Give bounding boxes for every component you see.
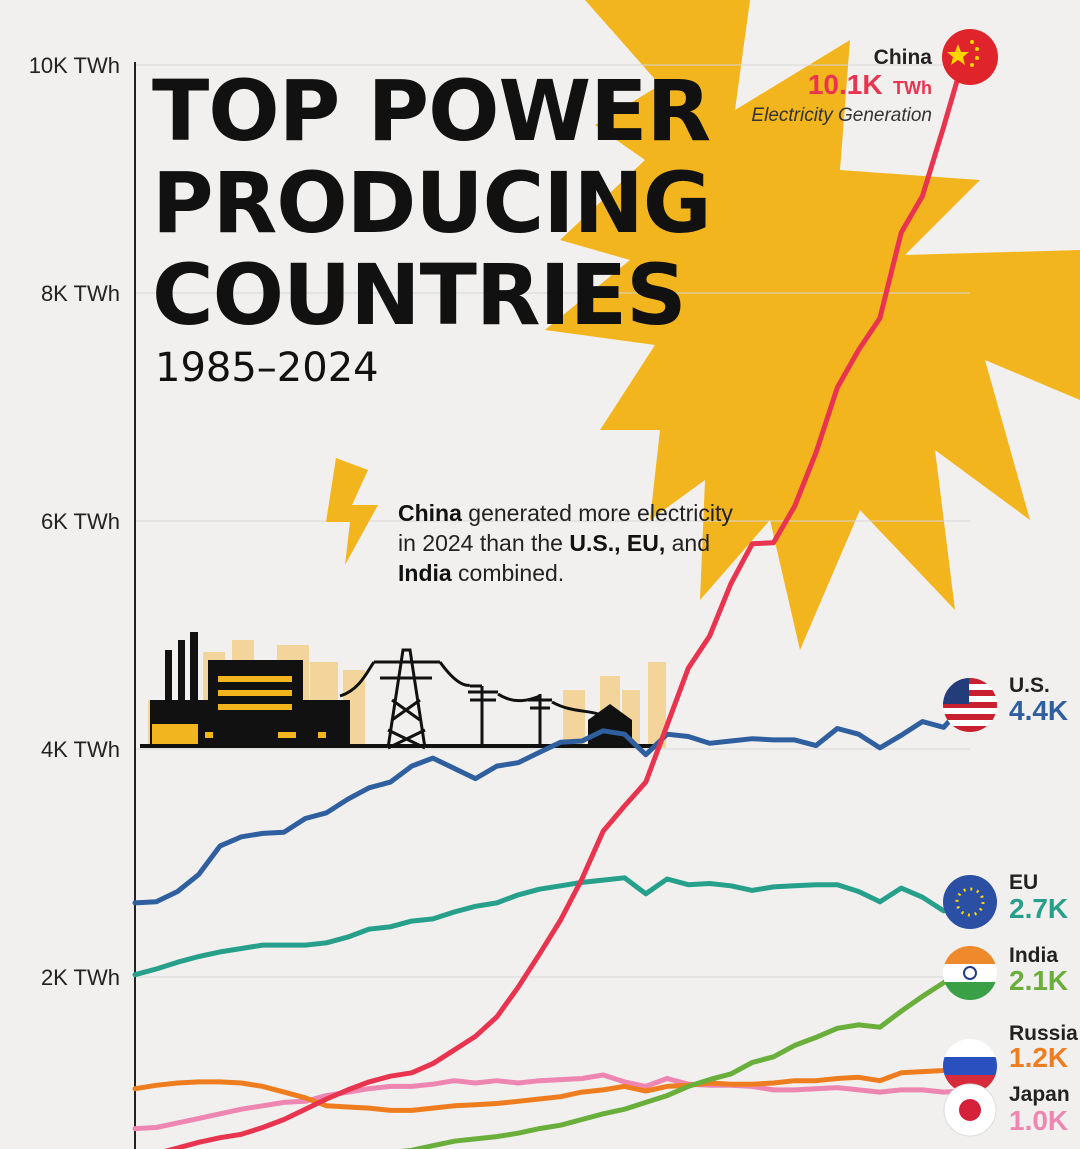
series-line-japan <box>132 1072 968 1132</box>
series-lines <box>132 51 968 1149</box>
gridlines <box>135 64 970 978</box>
title-line-2: PRODUCING <box>152 154 711 252</box>
title-line-3: COUNTRIES <box>152 246 686 344</box>
annotation-part: U.S., EU, <box>569 530 666 556</box>
y-tick-label: 8K TWh <box>41 281 120 306</box>
legend-japan-name: Japan <box>1009 1083 1070 1106</box>
sun-decoration <box>545 0 1080 650</box>
y-tick-labels: 10K TWh 8K TWh 6K TWh 4K TWh 2K TWh <box>29 53 120 990</box>
sun-shape <box>545 0 1080 650</box>
eu-flag-icon <box>943 875 997 929</box>
annotation-text: China generated more electricity in 2024… <box>398 498 748 588</box>
china-flag-icon <box>942 29 998 85</box>
india-flag-icon <box>943 946 997 1000</box>
china-callout: China 10.1K TWh Electricity Generation <box>751 29 998 126</box>
legend-russia-value: 1.2K <box>1009 1042 1068 1073</box>
ground-line <box>140 744 660 748</box>
legend-eu-value: 2.7K <box>1009 893 1068 924</box>
power-infrastructure-illustration <box>140 458 666 750</box>
series-line-india <box>400 963 968 1149</box>
us-flag-icon <box>943 678 997 732</box>
annotation-part: and <box>665 530 710 556</box>
annotation-part: China <box>398 500 462 526</box>
series-line-russia <box>132 1065 968 1113</box>
house <box>588 704 632 748</box>
japan-flag-icon <box>943 1083 997 1137</box>
series-line-china <box>164 51 968 1149</box>
series-line-us <box>132 700 968 906</box>
china-label-name: China <box>874 46 933 69</box>
transmission-tower <box>339 648 599 750</box>
legend-japan-value: 1.0K <box>1009 1105 1068 1136</box>
y-tick-label: 2K TWh <box>41 965 120 990</box>
legend-us-value: 4.4K <box>1009 695 1068 726</box>
legend-russia-name: Russia <box>1009 1022 1078 1045</box>
series-line-eu <box>132 875 968 978</box>
annotation-part: combined. <box>451 560 565 586</box>
china-label-unit: TWh <box>893 78 932 98</box>
legend-india-value: 2.1K <box>1009 965 1068 996</box>
legend: U.S. 4.4K EU 2.7K India 2.1K <box>943 674 1078 1137</box>
chart-subtitle: 1985–2024 <box>155 345 379 391</box>
annotation-part: India <box>398 560 452 586</box>
y-tick-label: 4K TWh <box>41 737 120 762</box>
factory-windows <box>152 676 326 748</box>
china-label-value-group: 10.1K TWh <box>808 69 932 100</box>
chart-title: TOP POWER PRODUCING COUNTRIES 1985–2024 <box>152 62 712 391</box>
legend-eu-name: EU <box>1009 871 1038 894</box>
china-label-value: 10.1K <box>808 69 883 100</box>
title-line-1: TOP POWER <box>152 62 710 160</box>
china-label-subtitle: Electricity Generation <box>751 105 932 126</box>
lightning-bolt-icon <box>326 458 378 565</box>
legend-india-name: India <box>1009 944 1058 967</box>
y-tick-label: 10K TWh <box>29 53 120 78</box>
y-tick-label: 6K TWh <box>41 509 120 534</box>
legend-us-name: U.S. <box>1009 674 1050 697</box>
annotation-part: generated more electricity in 2024 than … <box>398 500 733 556</box>
